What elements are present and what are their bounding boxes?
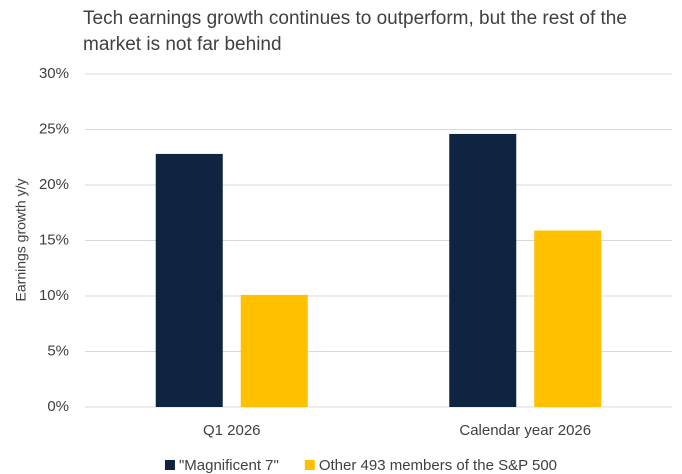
y-tick-label: 5% (47, 342, 69, 359)
chart-title: Tech earnings growth continues to outper… (83, 8, 627, 55)
y-tick-label: 30% (39, 65, 69, 82)
y-tick-label: 10% (39, 287, 69, 304)
legend-swatch (164, 460, 175, 470)
bar (449, 133, 517, 407)
bar (534, 230, 602, 407)
x-tick-label: Calendar year 2026 (459, 422, 591, 439)
legend-swatch (304, 460, 315, 470)
legend-label: Other 493 members of the S&P 500 (319, 457, 557, 474)
legend-label: "Magnificent 7" (179, 457, 279, 474)
y-tick-label: 20% (39, 176, 69, 193)
y-tick-label: 15% (39, 231, 69, 248)
bar (240, 294, 308, 407)
y-tick-label: 25% (39, 120, 69, 137)
y-axis-label: Earnings growth y/y (13, 179, 29, 302)
y-tick-label: 0% (47, 398, 69, 415)
bar (155, 153, 223, 407)
x-tick-label: Q1 2026 (203, 422, 261, 439)
